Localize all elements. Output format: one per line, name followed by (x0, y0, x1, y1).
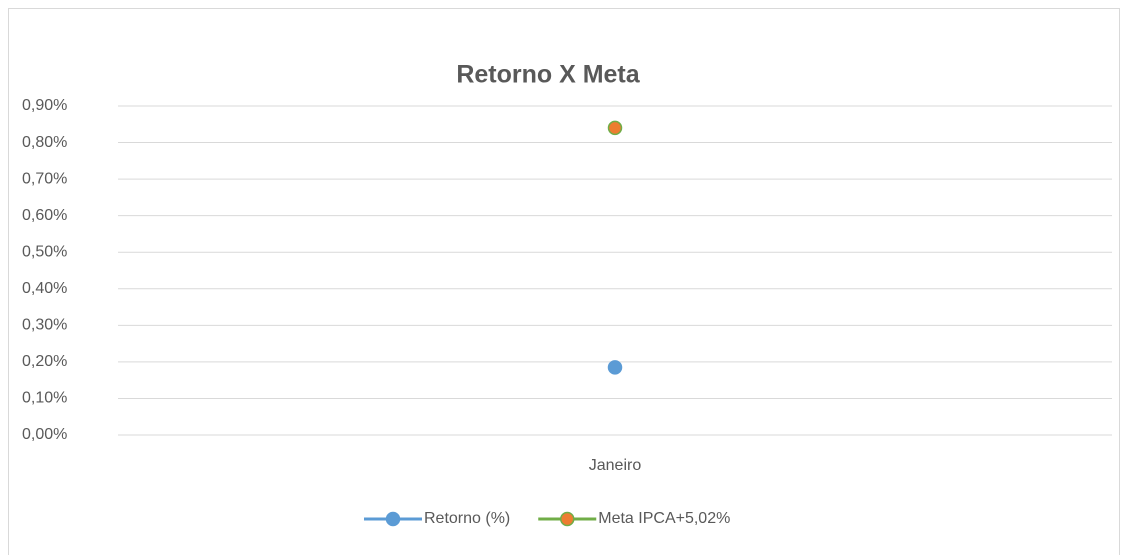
chart-frame (8, 8, 1120, 555)
y-tick-label: 0,30% (22, 317, 67, 334)
y-tick-label: 0,90% (22, 97, 67, 114)
y-tick-label: 0,10% (22, 390, 67, 407)
x-tick-label: Janeiro (589, 457, 642, 474)
y-tick-label: 0,50% (22, 243, 67, 260)
y-tick-label: 0,40% (22, 280, 67, 297)
legend-label: Retorno (%) (424, 510, 510, 527)
data-point (607, 360, 623, 375)
y-tick-label: 0,00% (22, 426, 67, 443)
legend-marker (560, 511, 575, 527)
y-tick-label: 0,60% (22, 207, 67, 224)
y-tick-label: 0,20% (22, 353, 67, 370)
y-tick-label: 0,70% (22, 170, 67, 187)
legend-label: Meta IPCA+5,02% (598, 510, 730, 527)
chart-title: Retorno X Meta (456, 61, 640, 89)
data-point (607, 120, 623, 136)
legend-marker (385, 511, 401, 527)
y-tick-label: 0,80% (22, 134, 67, 151)
